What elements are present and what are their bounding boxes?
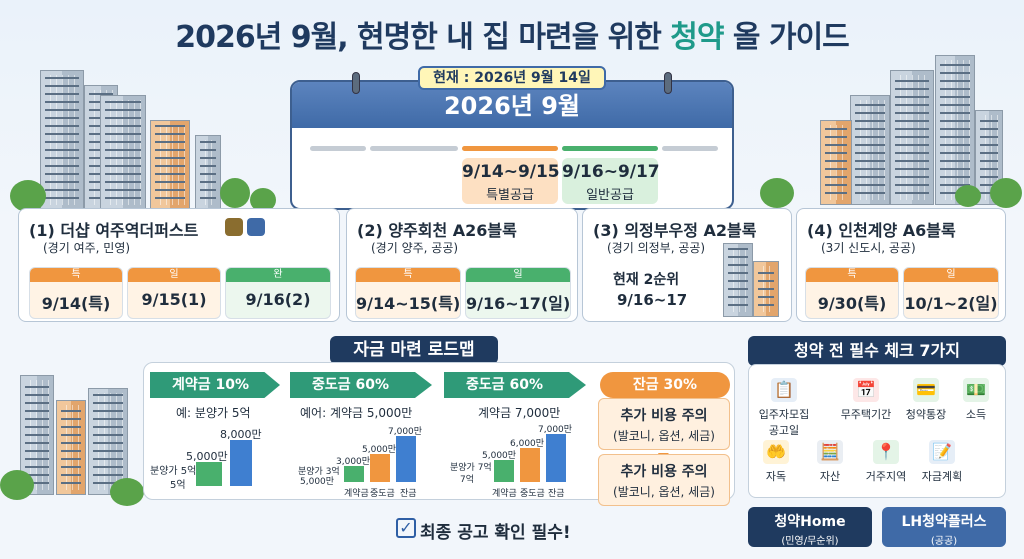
checklist-title: 청약 전 필수 체크 7가지 bbox=[748, 336, 1006, 366]
complex-location: (경기 여주, 민영) bbox=[43, 241, 131, 255]
bar-value: 7,000만 bbox=[538, 425, 573, 435]
check-item: 🧮 자산 bbox=[800, 440, 860, 484]
step-note: 예: 분양가 5억 bbox=[176, 406, 251, 420]
schedule-chip: 일 9/15(1) bbox=[127, 267, 221, 319]
bar-value: 6,000만 bbox=[510, 439, 545, 449]
bar-total bbox=[230, 440, 252, 486]
check-item: 📅 무주택기간 bbox=[840, 378, 892, 421]
step-left-label: 분양가 5억 bbox=[150, 466, 197, 477]
bar-value: 5,000만 bbox=[186, 450, 228, 463]
bank-icon bbox=[225, 218, 243, 236]
complex-name: (4) 인천계양 A6블록 bbox=[807, 221, 956, 240]
check-item: 📍 거주지역 bbox=[865, 440, 907, 483]
bar-axis-label: 잔금 bbox=[400, 489, 417, 499]
schedule-chip: 일 10/1~2(일) bbox=[903, 267, 999, 319]
money-icon: 💵 bbox=[963, 378, 989, 402]
step-left-label: 분양가 3억 bbox=[298, 467, 340, 477]
roadmap-title: 자금 마련 로드맵 bbox=[330, 336, 498, 364]
bar-axis-label: 중도금 bbox=[520, 489, 545, 499]
complex-location: (경기 양주, 공공) bbox=[371, 241, 459, 255]
bar-value: 5,000만 bbox=[362, 445, 397, 455]
wallet-icon: 💳 bbox=[913, 378, 939, 402]
step-left-label: 7억 bbox=[460, 475, 475, 485]
schedule-chip: 특 9/14(특) bbox=[29, 267, 123, 319]
step-note: 예어: 계약금 5,000만 bbox=[300, 406, 413, 420]
step-note: 계약금 7,000만 bbox=[478, 406, 561, 420]
calendar-icon: 📅 bbox=[853, 378, 879, 402]
map-pin-icon: 📍 bbox=[873, 440, 899, 464]
checkbox-icon: ✓ bbox=[396, 518, 416, 538]
bar-axis-label: 계약금 bbox=[344, 489, 369, 499]
roadmap-step-4: 잔금 30% bbox=[600, 372, 730, 398]
extra-cost-note-1: 추가 비용 주의 (발코니, 옵션, 세금) bbox=[598, 398, 730, 450]
extra-cost-note-2: 추가 비용 주의 (발코니, 옵션, 세금) bbox=[598, 454, 730, 506]
general-supply-period: 9/16~9/17 일반공급 bbox=[562, 158, 660, 204]
check-item: 📋 입주자모집공고일 bbox=[758, 378, 810, 437]
schedule-chip: 특 9/14~15(특) bbox=[355, 267, 461, 319]
schedule-chip: 일 9/16~17(일) bbox=[465, 267, 571, 319]
bar-mid bbox=[370, 454, 390, 482]
special-supply-period: 9/14~9/15 특별공급 bbox=[462, 158, 560, 204]
calendar: 2026년 9월 9/14~9/15 특별공급 9/16~9/17 일반공급 bbox=[290, 80, 734, 210]
step-left-label: 분양가 7억 bbox=[450, 463, 492, 473]
lh-plus-button[interactable]: LH청약플러스 (공공) bbox=[882, 507, 1006, 547]
page-title: 2026년 9월, 현명한 내 집 마련을 위한 청약 올 가이드 bbox=[175, 20, 850, 55]
document-icon: 📋 bbox=[771, 378, 797, 402]
confirm-notice: 최종 공고 확인 필수! bbox=[420, 523, 571, 543]
complex-name: (1) 더샵 여주역더퍼스트 bbox=[29, 221, 199, 240]
bar-axis-label: 중도금 bbox=[370, 489, 395, 499]
chart-icon bbox=[247, 218, 265, 236]
complex-date: 9/16~17 bbox=[617, 291, 688, 309]
bar-balance bbox=[396, 436, 416, 482]
bar-value: 7,000만 bbox=[388, 427, 423, 437]
bar-value: 3,000만 bbox=[336, 457, 371, 467]
today-badge: 현재 : 2026년 9월 14일 bbox=[418, 66, 606, 90]
bar-deposit bbox=[196, 462, 222, 486]
check-item: 🤲 자독 bbox=[746, 440, 806, 484]
complex-card-2[interactable]: (2) 양주회천 A26블록 (경기 양주, 공공) 특 9/14~15(특) 일… bbox=[346, 208, 578, 322]
bar-value: 8,000만 bbox=[220, 428, 262, 441]
roadmap-step-3: 중도금 60% bbox=[444, 372, 586, 398]
bar-deposit bbox=[494, 460, 514, 482]
schedule-chip: 특 9/30(특) bbox=[805, 267, 899, 319]
roadmap-step-2: 중도금 60% bbox=[290, 372, 432, 398]
complex-location: (3기 신도시, 공공) bbox=[821, 241, 916, 255]
bar-mid bbox=[520, 448, 540, 482]
checklist-icon: 📝 bbox=[929, 440, 955, 464]
complex-card-4[interactable]: (4) 인천계양 A6블록 (3기 신도시, 공공) 특 9/30(특) 일 10/… bbox=[796, 208, 1006, 322]
complex-card-3[interactable]: (3) 의정부우정 A2블록 (경기 의정부, 공공) 현재 2순위 9/16~… bbox=[582, 208, 792, 322]
complex-status: 현재 2순위 bbox=[613, 272, 680, 288]
bar-axis-label: 잔금 bbox=[548, 489, 565, 499]
roadmap-step-1: 계약금 10% bbox=[150, 372, 280, 398]
complex-card-1[interactable]: (1) 더샵 여주역더퍼스트 (경기 여주, 민영) 특 9/14(특) 일 9/1… bbox=[18, 208, 340, 322]
cheongyak-home-button[interactable]: 청약Home (민영/무순위) bbox=[748, 507, 872, 547]
bar-value: 5,000만 bbox=[482, 451, 517, 461]
complex-name: (3) 의정부우정 A2블록 bbox=[593, 221, 757, 240]
hand-coin-icon: 🤲 bbox=[763, 440, 789, 464]
step-left-label: 5,000만 bbox=[300, 477, 335, 487]
schedule-chip: 완 9/16(2) bbox=[225, 267, 331, 319]
check-item: 💵 소득 bbox=[946, 378, 1006, 422]
check-item: 💳 청약통장 bbox=[905, 378, 947, 421]
step-left-label: 5억 bbox=[170, 480, 186, 491]
bar-balance bbox=[546, 434, 566, 482]
bar-deposit bbox=[344, 466, 364, 482]
calculator-icon: 🧮 bbox=[817, 440, 843, 464]
complex-name: (2) 양주회천 A26블록 bbox=[357, 221, 517, 240]
bar-axis-label: 계약금 bbox=[492, 489, 517, 499]
complex-location: (경기 의정부, 공공) bbox=[607, 241, 706, 255]
check-item: 📝 자금계획 bbox=[921, 440, 963, 483]
